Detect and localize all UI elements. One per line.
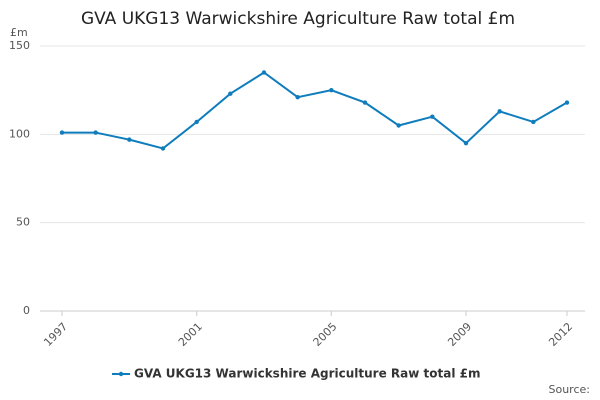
point <box>127 137 132 142</box>
source: Source: <box>549 383 591 396</box>
point <box>261 70 267 75</box>
point <box>531 119 536 125</box>
point <box>430 114 435 119</box>
y-tick-label: 150 <box>9 39 30 52</box>
y-tick-label: 100 <box>9 127 30 140</box>
x-tick-label: 2001 <box>176 320 205 349</box>
y-axis-label: £m <box>10 26 28 39</box>
point <box>396 123 401 128</box>
point <box>329 87 334 93</box>
y-tick-label: 0 <box>23 304 30 317</box>
point <box>160 146 166 151</box>
point <box>497 109 502 114</box>
chart-title: GVA UKG13 Warwickshire Agriculture Raw t… <box>81 9 515 29</box>
point <box>228 91 233 96</box>
point <box>362 100 368 105</box>
x-tick-label: 2005 <box>311 320 340 349</box>
y-tick-label: 50 <box>16 216 30 229</box>
legend-label: GVA UKG13 Warwickshire Agriculture Raw t… <box>134 367 480 381</box>
x-tick-label: 2009 <box>445 320 474 349</box>
point <box>93 130 98 135</box>
x-tick-label: 1997 <box>41 320 70 349</box>
point <box>295 95 300 100</box>
point <box>564 100 570 105</box>
point <box>463 140 469 146</box>
legend-marker <box>118 371 124 377</box>
point <box>59 130 65 135</box>
x-tick-label: 2012 <box>546 320 575 349</box>
point <box>194 119 199 125</box>
series-line <box>62 71 568 150</box>
